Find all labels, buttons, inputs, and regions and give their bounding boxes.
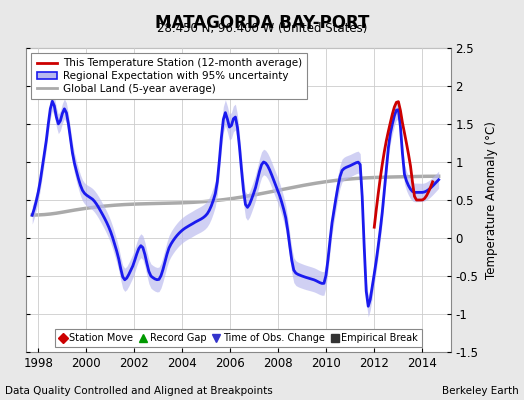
Text: Berkeley Earth: Berkeley Earth [442,386,519,396]
Y-axis label: Temperature Anomaly (°C): Temperature Anomaly (°C) [485,121,498,279]
Text: 28.450 N, 96.400 W (United States): 28.450 N, 96.400 W (United States) [157,22,367,35]
Legend: Station Move, Record Gap, Time of Obs. Change, Empirical Break: Station Move, Record Gap, Time of Obs. C… [55,329,422,347]
Text: Data Quality Controlled and Aligned at Breakpoints: Data Quality Controlled and Aligned at B… [5,386,273,396]
Text: MATAGORDA BAY-PORT: MATAGORDA BAY-PORT [155,14,369,32]
